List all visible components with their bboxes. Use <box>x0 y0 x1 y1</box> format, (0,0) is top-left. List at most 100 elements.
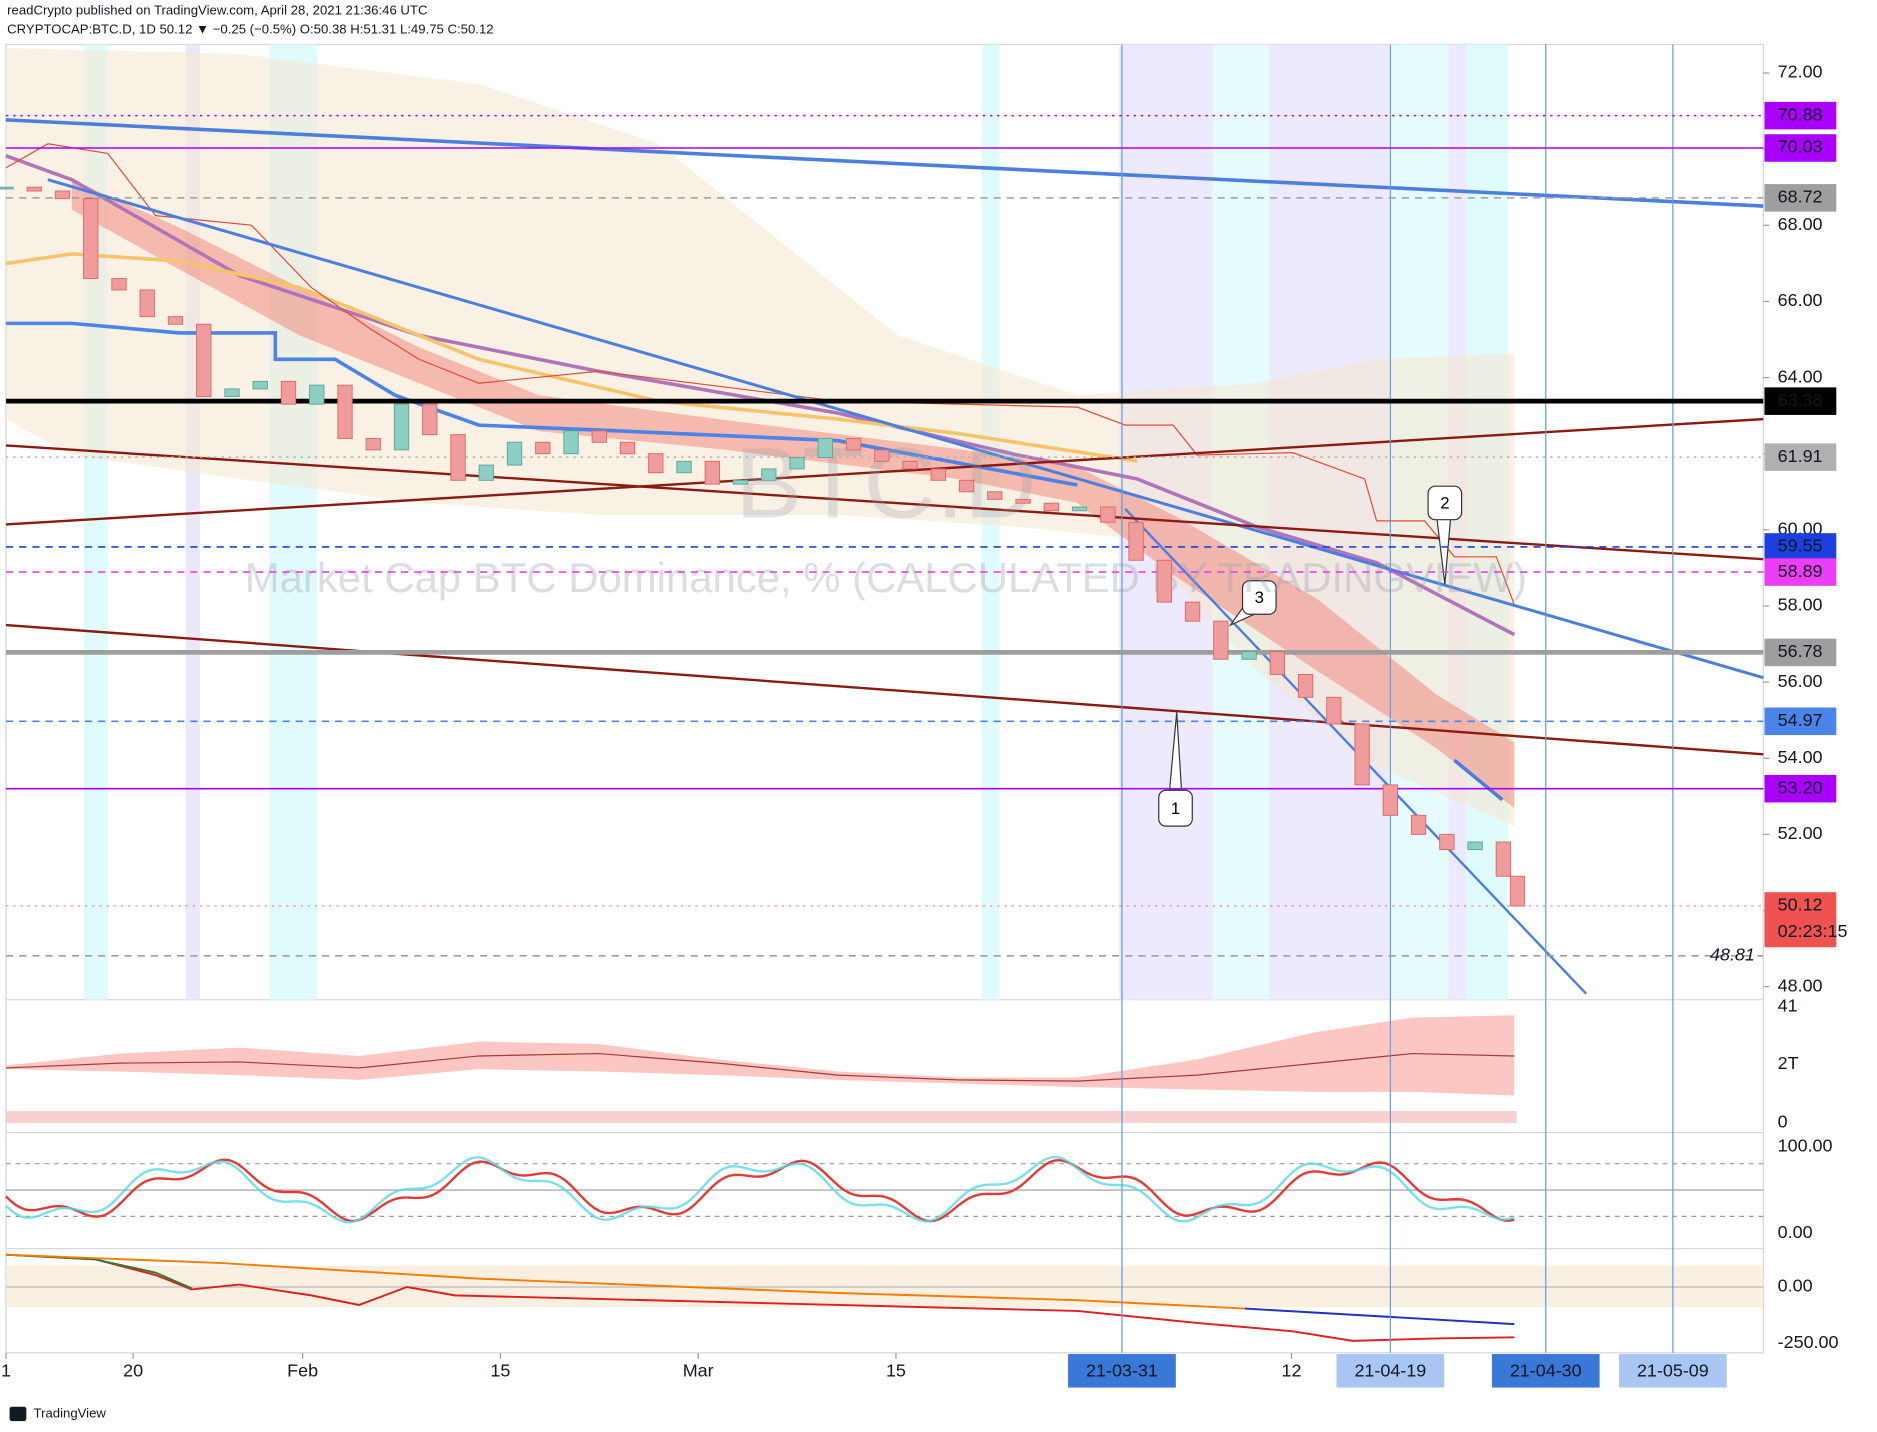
level-label: 61.91 <box>1778 446 1823 466</box>
level-badge <box>1764 638 1837 667</box>
candle <box>1043 502 1059 512</box>
candle <box>337 384 353 439</box>
level-label: 56.78 <box>1778 641 1823 661</box>
level-badge <box>1764 184 1837 212</box>
candle <box>1509 875 1526 907</box>
level-label: 54.97 <box>1778 710 1823 730</box>
level-label: 63.38 <box>1778 390 1823 410</box>
candle <box>450 434 466 481</box>
x-tick-label: Feb <box>287 1361 318 1381</box>
x-tick-label: 15 <box>886 1361 906 1381</box>
date-badge <box>1619 1354 1727 1388</box>
y-tick-label: 48.00 <box>1778 975 1823 995</box>
date-badge <box>1068 1354 1176 1388</box>
watermark-subtitle: Market Cap BTC Dominance, % (CALCULATED … <box>245 554 1527 601</box>
candle <box>845 437 862 451</box>
trend-line <box>5 444 1764 561</box>
candle <box>1269 651 1286 675</box>
indicator-axis-label: 0.00 <box>1778 1222 1813 1242</box>
indicator-line <box>5 1253 1245 1310</box>
candle <box>1071 506 1088 512</box>
candle <box>987 491 1003 500</box>
candle <box>1326 696 1342 725</box>
date-badge <box>1336 1354 1445 1388</box>
trend-line <box>47 178 1764 680</box>
candle <box>0 186 14 190</box>
candle <box>874 449 890 462</box>
y-tick-label: 52.00 <box>1778 823 1823 843</box>
level-badge <box>1764 533 1837 561</box>
watermark-title: BTC.D <box>735 428 1037 540</box>
level-badge <box>1764 387 1837 415</box>
indicator-line <box>5 1253 1515 1342</box>
candle <box>478 464 494 481</box>
candle <box>1156 559 1172 603</box>
level-label: 53.20 <box>1778 777 1823 797</box>
lagging-line <box>5 143 1515 605</box>
candle <box>1128 521 1144 561</box>
candle <box>26 186 42 192</box>
candle <box>591 430 607 443</box>
moving-average <box>5 154 1516 637</box>
indicator-axis-label: 0.00 <box>1778 1276 1813 1296</box>
y-tick-label: 72.00 <box>1778 62 1823 82</box>
y-tick-label: 58.00 <box>1778 595 1823 615</box>
candle <box>761 468 777 481</box>
trend-line <box>5 623 1764 756</box>
level-badge <box>1764 558 1837 586</box>
level-badge <box>1764 134 1837 162</box>
volume-band <box>5 1015 1515 1096</box>
level-label: 68.72 <box>1778 187 1823 207</box>
x-tick-label: 1 <box>1 1361 11 1381</box>
candle <box>789 457 805 470</box>
candle <box>54 190 71 200</box>
candle <box>1410 814 1427 835</box>
level-badge <box>1764 774 1837 803</box>
candle <box>1354 723 1370 786</box>
level-badge <box>1764 443 1837 471</box>
candle <box>648 453 664 474</box>
level-badge <box>1764 892 1837 948</box>
candle <box>393 403 410 451</box>
indicator-axis-label: 100.00 <box>1778 1136 1833 1156</box>
trend-line <box>1453 758 1504 802</box>
candle <box>1495 841 1512 877</box>
level-label: 70.88 <box>1778 104 1823 124</box>
date-label: 21-05-09 <box>1637 1361 1709 1381</box>
pane-frame <box>5 43 1764 1354</box>
candle <box>1297 674 1314 698</box>
volume-line <box>5 1052 1515 1082</box>
candle <box>224 388 240 398</box>
price-axis <box>1764 44 1877 1353</box>
level-label: 48.81 <box>1710 945 1755 965</box>
x-tick-label: 20 <box>123 1361 143 1381</box>
candle <box>704 460 720 485</box>
candle <box>930 468 946 481</box>
indicator-axis-label: -250.00 <box>1778 1332 1839 1352</box>
x-tick-label: 15 <box>490 1361 510 1381</box>
candle <box>817 437 833 458</box>
level-label: 58.89 <box>1778 561 1823 581</box>
candle <box>902 460 918 470</box>
trend-line <box>5 118 1764 208</box>
marks: 48.0050.0052.0054.0056.0058.0060.0062.00… <box>0 44 1877 1388</box>
candle <box>1100 506 1116 523</box>
candle <box>1382 784 1399 816</box>
x-tick-label: 12 <box>1281 1361 1301 1381</box>
level-label: 59.55 <box>1778 536 1823 556</box>
callout <box>1427 485 1463 521</box>
candle <box>535 441 551 455</box>
candle <box>167 316 184 325</box>
oscillator-line <box>5 1158 1515 1223</box>
callout <box>1158 789 1193 827</box>
date-badge <box>1491 1354 1600 1388</box>
indicator-axis-label: 0 <box>1778 1112 1788 1132</box>
y-tick-label: 66.00 <box>1778 290 1823 310</box>
candle <box>676 460 692 474</box>
candle <box>1213 620 1229 660</box>
level-badge <box>1764 707 1837 736</box>
level-label: 70.03 <box>1778 137 1823 157</box>
annotation: 3 <box>1255 588 1264 607</box>
oscillator-line <box>5 1155 1515 1224</box>
